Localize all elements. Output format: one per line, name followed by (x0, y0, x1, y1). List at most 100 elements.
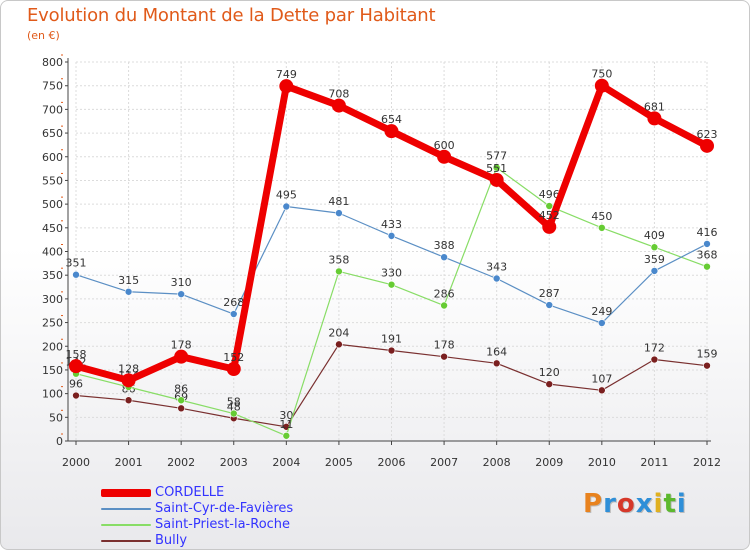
data-label: 623 (697, 128, 718, 141)
data-point (331, 98, 346, 113)
legend-item: Bully (101, 533, 293, 549)
data-point (545, 301, 554, 309)
legend-swatch (101, 540, 151, 542)
y-tick-label: 550 (42, 174, 63, 187)
data-label: 368 (697, 249, 718, 262)
data-label: 268 (223, 296, 244, 309)
data-point (703, 361, 711, 370)
data-point (387, 280, 396, 289)
logo-letter: i (676, 489, 687, 519)
y-tick-label: 600 (42, 151, 63, 164)
y-tick-label: 400 (42, 246, 63, 259)
legend-item: CORDELLE (101, 485, 293, 501)
legend-item: Saint-Priest-la-Roche (101, 517, 293, 533)
x-tick-label: 2005 (325, 456, 353, 469)
data-label: 343 (486, 261, 507, 274)
data-label: 481 (328, 195, 349, 208)
y-tick-label: 450 (42, 222, 63, 235)
data-point (282, 202, 291, 211)
legend-swatch (101, 489, 151, 497)
data-label: 164 (486, 345, 507, 358)
x-tick-label: 2008 (483, 456, 511, 469)
data-point (177, 290, 185, 298)
data-label: 433 (381, 218, 402, 231)
y-tick-label: 650 (42, 127, 63, 140)
data-label: 11 (279, 418, 293, 431)
legend-label: Bully (155, 533, 188, 548)
data-point (545, 380, 554, 388)
y-tick-label: 0 (56, 435, 63, 448)
x-tick-label: 2001 (115, 456, 143, 469)
data-label: 128 (118, 362, 139, 375)
data-point (489, 172, 504, 187)
logo-letter: o (616, 489, 636, 519)
chart-subtitle: (en €) (27, 29, 60, 42)
data-point (335, 267, 343, 276)
data-point (700, 138, 714, 153)
legend-swatch (101, 524, 151, 526)
y-tick-label: 500 (42, 198, 63, 211)
data-label: 158 (66, 348, 87, 361)
data-label: 388 (434, 239, 455, 252)
data-point (384, 124, 399, 139)
x-tick-label: 2002 (167, 456, 195, 469)
data-point (177, 404, 185, 413)
data-point (229, 409, 238, 418)
proxiti-logo: Proxiti (583, 489, 687, 519)
data-point (440, 352, 448, 361)
logo-letter: x (635, 489, 654, 519)
data-label: 286 (434, 288, 455, 301)
series-0: 158 128 178 152 749 708 654 600 551 452 750 681 623 (66, 68, 718, 388)
data-point (650, 267, 659, 275)
data-point (335, 340, 343, 349)
data-point (492, 274, 501, 283)
data-point (121, 373, 136, 388)
data-point (650, 243, 659, 252)
data-point (335, 209, 343, 217)
data-point (229, 310, 238, 318)
data-label: 315 (118, 274, 139, 287)
y-tick-label: 750 (42, 80, 63, 93)
x-tick-label: 2011 (640, 456, 668, 469)
data-label: 359 (644, 253, 665, 266)
data-label: 178 (171, 339, 192, 352)
data-label: 30 (279, 409, 293, 422)
data-point (492, 359, 501, 368)
data-point (387, 346, 396, 355)
data-label: 287 (539, 287, 560, 300)
data-point (440, 253, 448, 261)
data-point (647, 111, 662, 126)
data-label: 654 (381, 113, 402, 126)
data-label: 249 (591, 305, 612, 318)
data-label: 107 (591, 372, 612, 385)
data-label: 551 (486, 162, 507, 175)
logo-letter: t (663, 489, 677, 519)
data-point (69, 359, 83, 374)
data-point (72, 270, 80, 279)
legend-label: Saint-Cyr-de-Favières (155, 501, 294, 516)
data-point (594, 78, 609, 93)
data-label: 409 (644, 229, 665, 242)
data-label: 152 (223, 351, 244, 364)
data-label: 58 (227, 396, 241, 409)
data-label: 495 (276, 188, 297, 201)
data-label: 750 (591, 68, 612, 81)
y-tick-label: 350 (42, 269, 63, 282)
data-point (650, 355, 659, 364)
data-label: 351 (66, 257, 87, 270)
data-point (440, 301, 448, 310)
series-1: 351 315 310 268 495 481 433 388 343 287 249 359 416 (66, 188, 718, 327)
y-tick-label: 300 (42, 293, 63, 306)
y-tick-label: 50 (49, 411, 63, 424)
legend-swatch (101, 508, 151, 510)
data-label: 120 (539, 366, 560, 379)
data-point (226, 361, 241, 376)
data-label: 178 (434, 339, 455, 352)
data-label: 496 (539, 188, 560, 201)
data-label: 96 (69, 378, 83, 391)
data-point (703, 240, 711, 248)
data-label: 450 (591, 210, 612, 223)
x-tick-label: 2010 (588, 456, 616, 469)
